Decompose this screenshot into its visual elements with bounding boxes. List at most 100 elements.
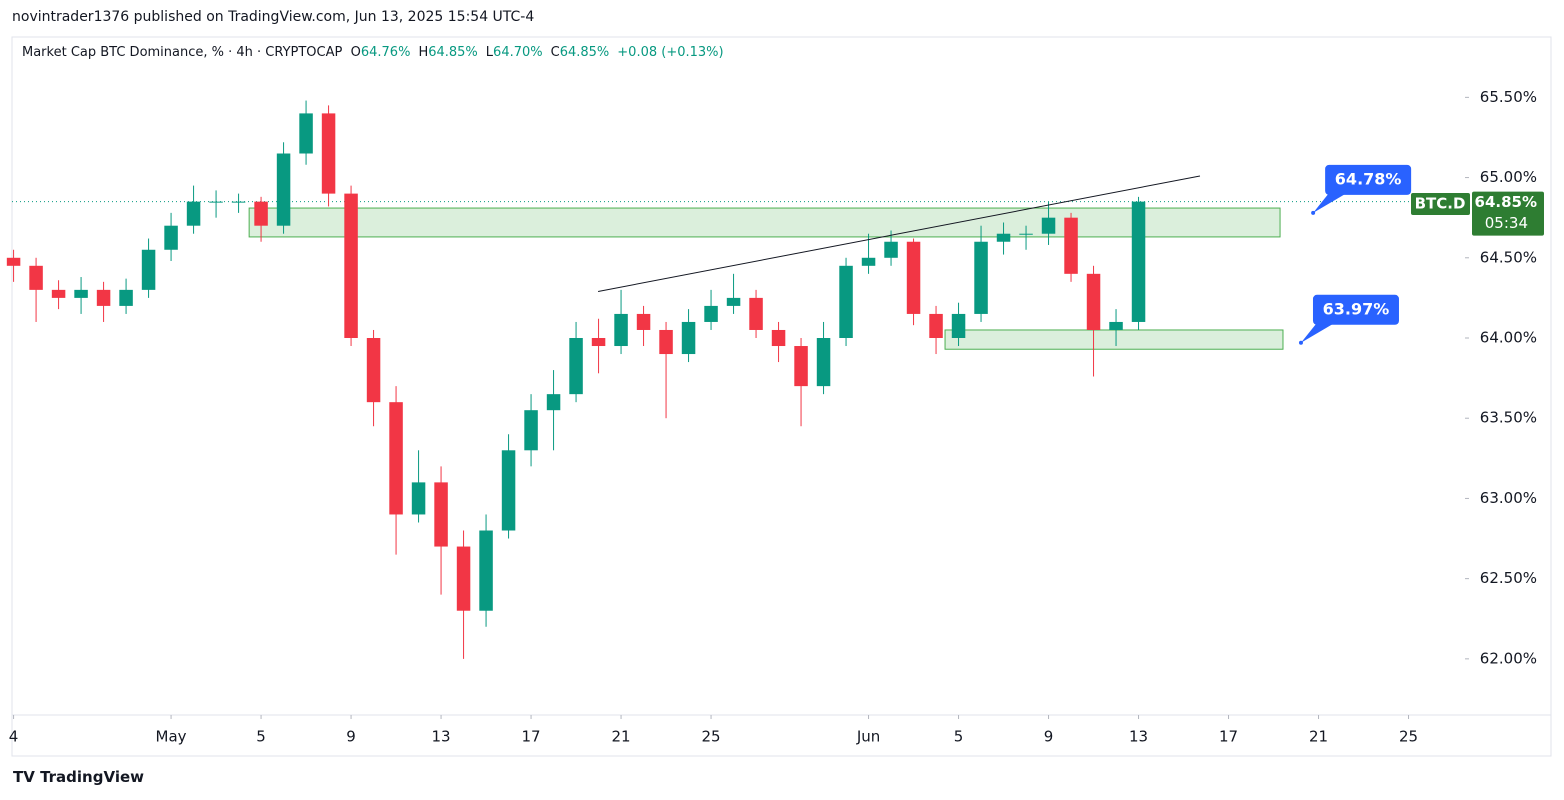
x-tick-label: May <box>156 728 187 746</box>
candle-body <box>659 329 673 355</box>
candle-body <box>569 337 583 395</box>
candle-body <box>884 241 898 258</box>
y-tick-label: 62.50% <box>1480 569 1537 587</box>
candle-body <box>389 402 403 515</box>
legend-key: H <box>418 45 429 60</box>
candle-body <box>681 321 696 355</box>
x-tick-label: 4 <box>9 728 19 746</box>
last-price-label: 64.85% <box>1475 193 1537 211</box>
candle-body <box>434 482 448 547</box>
legend-value: 64.70% <box>493 45 543 60</box>
x-tick-label: 25 <box>1399 728 1418 746</box>
callout-box <box>1325 164 1412 195</box>
y-tick-label: 63.50% <box>1480 409 1537 427</box>
candle-body <box>951 313 966 338</box>
candle-body <box>591 337 606 347</box>
symbol-box <box>1411 193 1470 215</box>
candle-body <box>546 394 561 411</box>
y-tick-label: 62.00% <box>1480 649 1537 667</box>
x-tick-label: 17 <box>522 728 541 746</box>
x-tick-label: 13 <box>1129 728 1148 746</box>
candle-body <box>974 241 988 314</box>
candle-body <box>119 289 133 306</box>
callout-pointer <box>1300 322 1335 343</box>
candle-body <box>929 313 943 338</box>
brand-text: TradingView <box>40 768 144 786</box>
candle-body <box>141 249 156 290</box>
candle-body <box>1131 201 1146 322</box>
candle-body <box>479 530 493 611</box>
candle-body <box>51 289 66 298</box>
candle-body <box>996 233 1011 242</box>
zone <box>944 329 1284 350</box>
candle-body <box>1041 217 1056 234</box>
candle-body <box>794 346 808 387</box>
callout-dot <box>1311 210 1316 215</box>
candle-body <box>6 257 21 266</box>
candle-body <box>321 113 336 194</box>
candle-body <box>614 313 628 347</box>
legend-key: L <box>485 45 494 60</box>
candle-body <box>749 297 763 330</box>
countdown: 05:34 <box>1485 214 1528 232</box>
x-tick-label: 9 <box>346 728 356 746</box>
x-tick-label: 5 <box>954 728 964 746</box>
legend-value: 64.85% <box>428 45 478 60</box>
x-tick-label: 17 <box>1219 728 1238 746</box>
y-tick-label: 64.50% <box>1480 248 1537 266</box>
candle-body <box>704 305 718 322</box>
candle-body <box>861 257 876 266</box>
y-tick-label: 63.00% <box>1480 489 1537 507</box>
legend-title: Market Cap BTC Dominance, % · 4h · CRYPT… <box>22 45 343 60</box>
legend-value: +0.08 (+0.13%) <box>617 45 724 60</box>
x-tick-label: 5 <box>256 728 266 746</box>
candle-body <box>1064 217 1078 274</box>
candle-body <box>209 201 223 203</box>
legend-value: 64.76% <box>360 45 411 60</box>
legend-key: C <box>550 45 560 60</box>
candle-body <box>276 153 291 226</box>
x-tick-label: 13 <box>432 728 451 746</box>
y-tick-label: 65.00% <box>1480 168 1537 186</box>
x-tick-label: 21 <box>612 728 631 746</box>
y-tick-label: 65.50% <box>1480 88 1537 106</box>
callout-pointer <box>1313 192 1348 213</box>
callout-dot <box>1298 340 1303 345</box>
last-price-box <box>1472 191 1544 236</box>
candle-body <box>1019 233 1033 235</box>
candle-body <box>411 482 426 515</box>
legend-key: O <box>350 45 361 60</box>
candle-body <box>254 201 268 226</box>
x-tick-label: Jun <box>856 728 880 746</box>
candle-body <box>231 201 246 203</box>
callout-label: 63.97% <box>1323 299 1390 318</box>
symbol-label: BTC.D <box>1415 195 1466 213</box>
candle-body <box>96 289 111 306</box>
candle-body <box>186 201 201 226</box>
x-tick-label: 21 <box>1309 728 1328 746</box>
brand-logo: TV <box>13 768 41 786</box>
candle-body <box>524 410 538 451</box>
candle-body <box>906 241 921 314</box>
candle-body <box>816 337 831 387</box>
legend: Market Cap BTC Dominance, % · 4h · CRYPT… <box>22 45 732 60</box>
x-tick-label: 9 <box>1044 728 1054 746</box>
x-tick-label: 25 <box>702 728 721 746</box>
trend-line <box>598 175 1201 292</box>
y-tick-label: 64.00% <box>1480 328 1537 346</box>
candle-body <box>344 193 358 338</box>
candle-body <box>726 297 741 306</box>
frame <box>11 36 1552 757</box>
candle-body <box>1086 273 1101 330</box>
candle-body <box>1109 321 1123 330</box>
candle-body <box>164 225 178 250</box>
candle-body <box>839 265 853 338</box>
candle-body <box>636 313 651 330</box>
brand[interactable]: TV TradingView <box>13 768 144 786</box>
candle-body <box>366 337 381 403</box>
candle-body <box>456 546 471 611</box>
zone <box>248 207 1281 238</box>
candle-body <box>74 289 88 298</box>
